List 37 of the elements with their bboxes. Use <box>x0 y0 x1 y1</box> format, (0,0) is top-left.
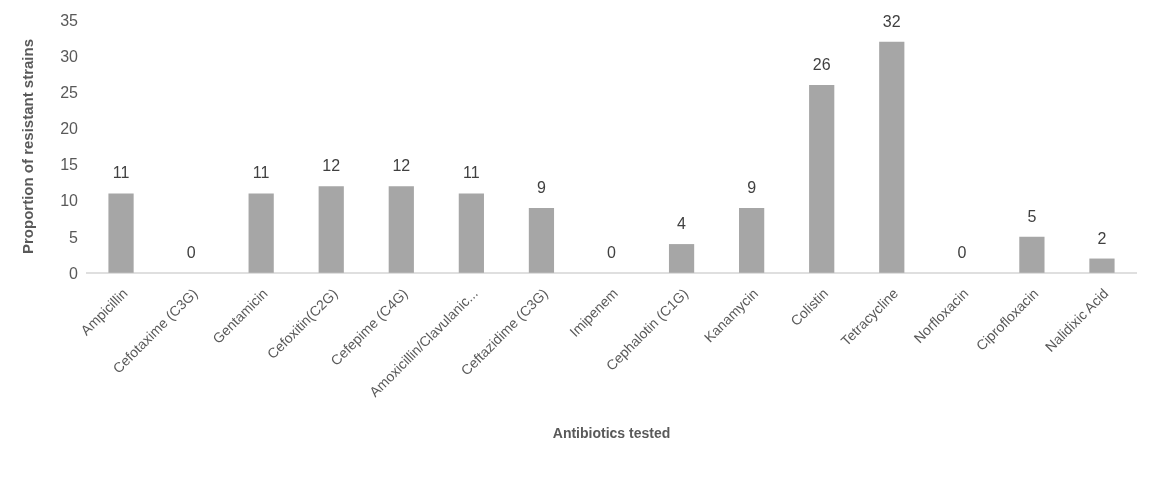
bar <box>739 207 765 273</box>
y-tick-label: 5 <box>69 228 79 246</box>
data-label: 0 <box>957 244 967 261</box>
y-tick-label: 0 <box>69 264 79 282</box>
y-axis-title: Proportion of resistant strains <box>19 38 37 255</box>
data-label: 4 <box>677 215 687 233</box>
data-label: 9 <box>536 178 546 196</box>
bar <box>528 207 555 273</box>
bar <box>1089 258 1115 273</box>
y-tick-label: 15 <box>60 156 79 174</box>
data-label: 9 <box>747 178 757 196</box>
y-tick-label: 10 <box>60 192 79 210</box>
bar <box>108 193 134 273</box>
bar <box>388 186 414 273</box>
y-tick-label: 25 <box>60 83 79 101</box>
data-label: 2 <box>1097 229 1107 247</box>
y-tick-label: 30 <box>60 47 79 65</box>
data-label: 12 <box>322 157 341 175</box>
y-tick-label: 20 <box>60 120 79 138</box>
data-label: 0 <box>186 244 196 261</box>
bar <box>809 85 835 273</box>
y-tick-label: 35 <box>60 11 79 29</box>
bar <box>1019 236 1045 273</box>
bar <box>248 193 274 273</box>
bar <box>668 244 695 273</box>
data-label: 11 <box>463 164 480 182</box>
data-label: 11 <box>252 164 270 182</box>
data-label: 11 <box>112 164 130 182</box>
bar <box>318 186 344 273</box>
x-axis-title: Antibiotics tested <box>552 425 671 441</box>
data-label: 12 <box>392 157 411 175</box>
data-label: 26 <box>812 56 831 74</box>
bar <box>879 41 905 273</box>
data-label: 32 <box>882 12 901 30</box>
data-label: 5 <box>1027 207 1037 225</box>
data-label: 0 <box>607 244 617 261</box>
bar <box>458 193 484 273</box>
